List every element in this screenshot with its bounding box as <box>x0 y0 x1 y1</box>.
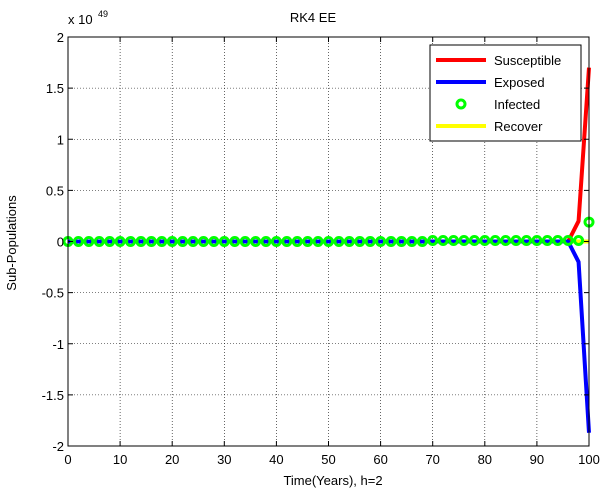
series-marker-infected <box>333 236 345 247</box>
series-marker-infected <box>479 234 491 246</box>
y-tick-label: -1.5 <box>42 388 64 403</box>
tick-labels: 0 10 20 30 40 50 60 70 80 90 100 2 1.5 1 0.5 0 -0.5 -1 -1.… <box>42 30 600 467</box>
y-tick-label: 0.5 <box>46 183 64 198</box>
legend-label-infected: Infected <box>494 97 540 112</box>
axis-ticks <box>67 36 590 447</box>
y-tick-label: 1.5 <box>46 81 64 96</box>
series-marker-infected <box>323 236 334 247</box>
series-marker-infected <box>375 236 387 247</box>
series-marker-infected <box>218 236 230 247</box>
x-tick-label: 100 <box>578 452 600 467</box>
x-tick-label: 80 <box>478 452 492 467</box>
series-marker-infected <box>312 236 324 247</box>
series-marker-infected <box>302 236 314 247</box>
series-marker-infected <box>552 234 564 246</box>
y-axis-label: Sub-Populations <box>4 195 19 291</box>
series-marker-infected <box>135 236 147 247</box>
series-marker-infected <box>448 234 460 246</box>
series-marker-infected <box>281 236 293 247</box>
x-tick-label: 90 <box>530 452 544 467</box>
y-tick-label: 0 <box>57 235 64 250</box>
series-marker-infected <box>364 236 376 247</box>
series-marker-infected <box>489 234 501 246</box>
x-tick-label: 30 <box>217 452 231 467</box>
series-marker-infected <box>187 236 199 247</box>
series-marker-infected <box>291 236 303 247</box>
y-tick-label: -0.5 <box>42 286 64 301</box>
series-marker-infected <box>104 236 116 247</box>
series-marker-infected <box>177 236 189 247</box>
legend-label-recover: Recover <box>494 119 543 134</box>
series-marker-infected <box>72 236 84 247</box>
series-marker-infected <box>416 236 428 247</box>
series-marker-infected <box>93 236 105 247</box>
x-tick-label: 40 <box>269 452 283 467</box>
series-marker-infected <box>510 234 522 246</box>
x-tick-label: 20 <box>165 452 179 467</box>
series-marker-infected <box>250 236 262 247</box>
series-marker-infected <box>229 236 241 247</box>
series-marker-infected <box>531 234 543 246</box>
series-marker-infected <box>562 234 574 246</box>
y-tick-label: 1 <box>57 132 64 147</box>
series-marker-infected <box>541 234 553 246</box>
series-marker-infected <box>166 236 178 247</box>
series-marker-infected <box>208 236 220 247</box>
x-axis-label: Time(Years), h=2 <box>283 473 382 488</box>
x-tick-label: 0 <box>64 452 71 467</box>
series-marker-infected <box>406 236 418 247</box>
series-marker-infected <box>427 234 439 246</box>
series-marker-infected <box>354 236 366 247</box>
series-marker-infected <box>260 236 272 247</box>
x-tick-label: 70 <box>425 452 439 467</box>
series-marker-infected <box>458 234 470 246</box>
series-marker-infected <box>83 236 95 247</box>
legend: Susceptible Exposed Infected Recover <box>429 44 582 142</box>
legend-label-exposed: Exposed <box>494 75 545 90</box>
series-marker-infected <box>500 234 512 246</box>
series-marker-infected <box>437 234 449 246</box>
x-tick-label: 50 <box>321 452 335 467</box>
series-marker-infected <box>270 236 282 247</box>
y-tick-label: -2 <box>52 439 64 454</box>
series-marker-infected <box>468 234 480 246</box>
series-marker-infected <box>156 236 168 247</box>
y-tick-label: -1 <box>52 337 64 352</box>
chart-title: RK4 EE <box>290 10 337 25</box>
x-tick-label: 10 <box>113 452 127 467</box>
series-marker-infected <box>520 234 532 246</box>
series-marker-infected <box>114 236 126 247</box>
y-exponent-base: x 10 <box>68 12 93 27</box>
x-tick-label: 60 <box>373 452 387 467</box>
series-marker-infected <box>395 236 407 247</box>
series-marker-infected <box>573 234 585 246</box>
series-marker-infected <box>239 236 251 247</box>
y-exponent-power: 49 <box>98 9 108 19</box>
series-line-exposed <box>68 239 591 433</box>
y-tick-label: 2 <box>57 30 64 45</box>
series-marker-infected <box>197 236 209 247</box>
series-marker-infected <box>125 236 137 247</box>
series-marker-infected <box>145 236 157 247</box>
legend-label-susceptible: Susceptible <box>494 53 561 68</box>
series-marker-infected <box>343 236 355 247</box>
legend-swatch-infected <box>455 98 467 110</box>
series-marker-infected <box>385 236 397 247</box>
